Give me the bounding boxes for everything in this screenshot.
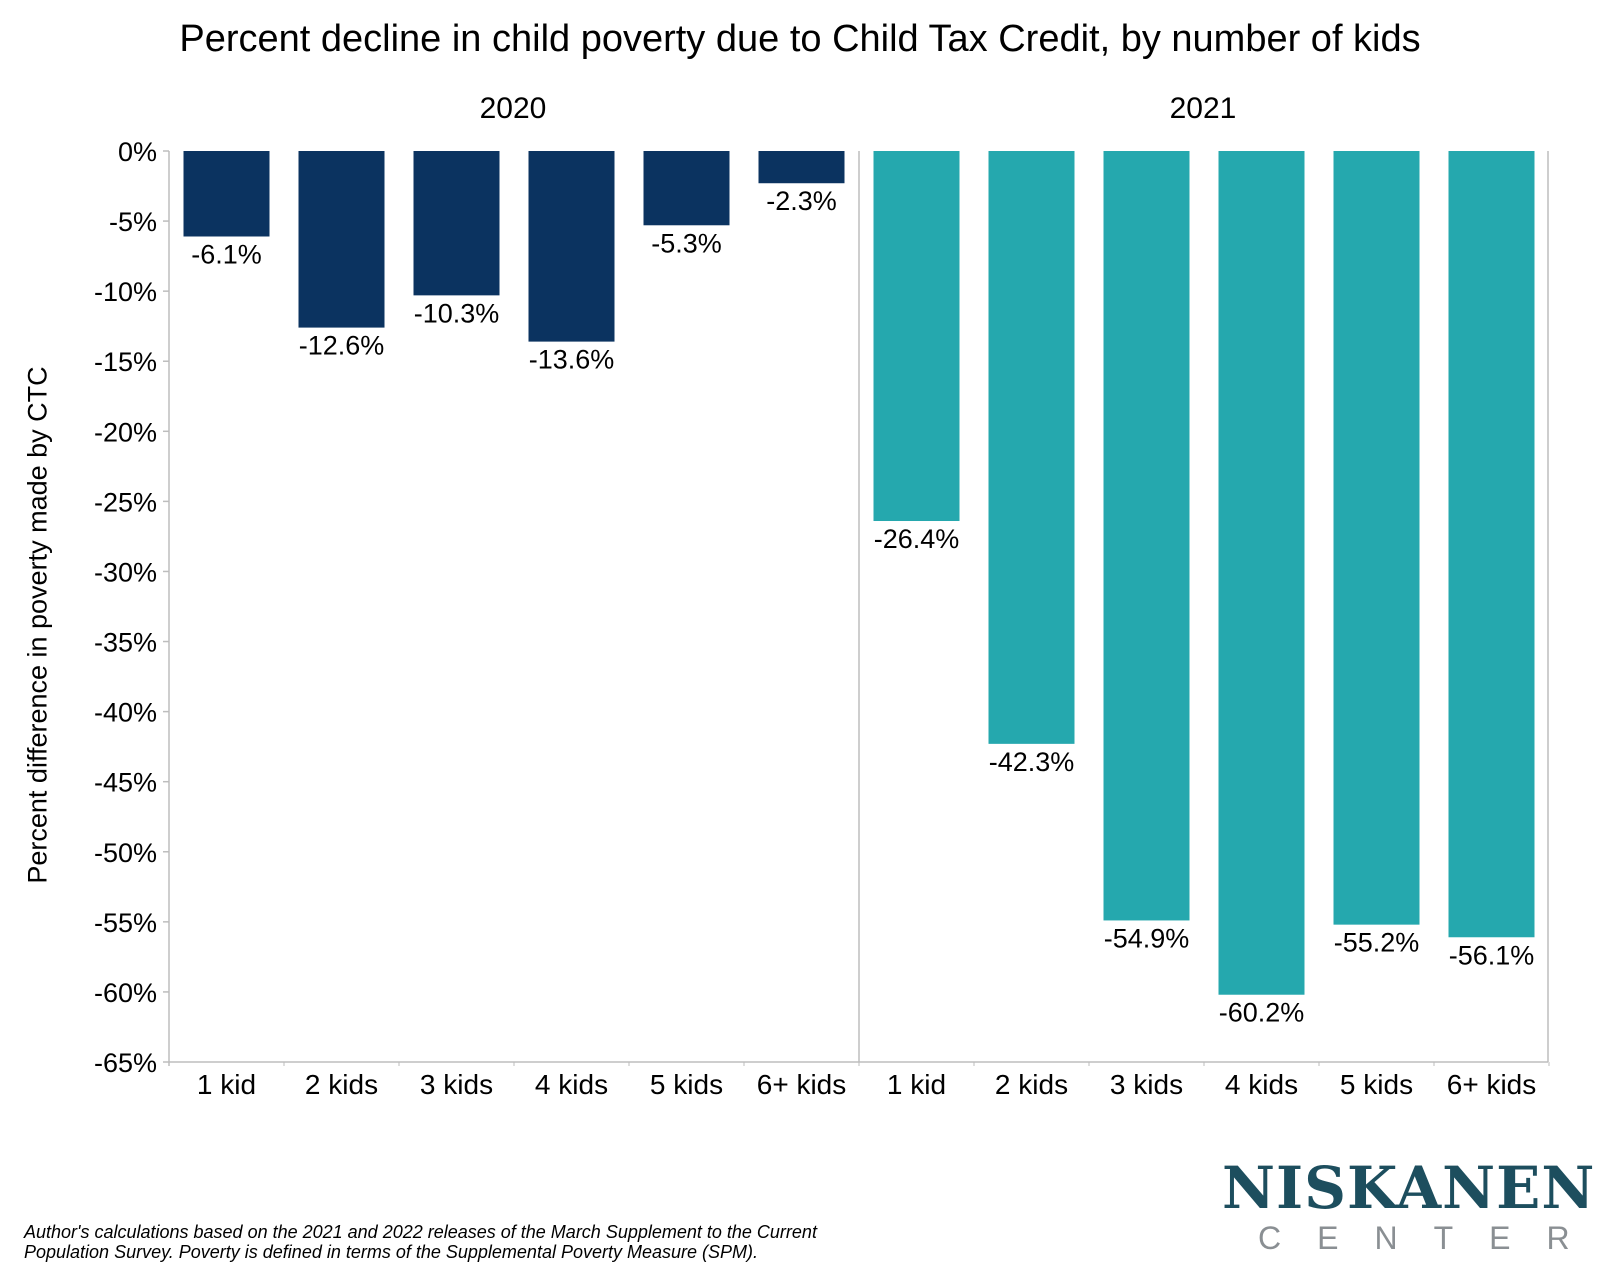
logo-wordmark-bottom: CENTER — [1258, 1220, 1600, 1256]
footnote-line-1: Author's calculations based on the 2021 … — [24, 1222, 817, 1242]
bar-2021-5 — [1448, 151, 1535, 938]
data-label: -6.1% — [191, 239, 262, 269]
bar-2020-1 — [298, 151, 385, 328]
y-tick-label: -5% — [109, 207, 157, 237]
bar-2021-1 — [988, 151, 1075, 744]
y-tick-label: 0% — [118, 137, 157, 167]
bar-2020-3 — [528, 151, 615, 342]
x-tick-label: 5 kids — [1340, 1069, 1413, 1100]
y-tick-label: -50% — [94, 838, 157, 868]
panel-title-2020: 2020 — [479, 92, 547, 125]
x-tick-label: 1 kid — [197, 1069, 256, 1100]
x-tick-label: 4 kids — [535, 1069, 608, 1100]
data-label: -60.2% — [1219, 998, 1305, 1028]
x-tick-label: 5 kids — [650, 1069, 723, 1100]
niskanen-logo: NISKANEN CENTER — [1222, 1154, 1600, 1258]
data-label: -10.3% — [414, 298, 500, 328]
y-tick-label: -55% — [94, 908, 157, 938]
x-tick-label: 3 kids — [1110, 1069, 1183, 1100]
data-label: -42.3% — [989, 747, 1075, 777]
x-tick-label: 6+ kids — [757, 1069, 847, 1100]
bar-2020-0 — [183, 151, 270, 237]
bar-2020-5 — [758, 151, 845, 184]
y-tick-label: -25% — [94, 487, 157, 517]
x-tick-label: 2 kids — [305, 1069, 378, 1100]
data-label: -13.6% — [529, 345, 615, 375]
y-tick-label: -65% — [94, 1048, 157, 1078]
x-tick-label: 4 kids — [1225, 1069, 1298, 1100]
x-tick-label: 2 kids — [995, 1069, 1068, 1100]
data-label: -26.4% — [874, 524, 960, 554]
panel-title-2021: 2021 — [1169, 92, 1237, 125]
footnote: Author's calculations based on the 2021 … — [24, 1222, 984, 1262]
bar-2021-4 — [1333, 151, 1420, 925]
bar-2020-4 — [643, 151, 730, 226]
data-label: -54.9% — [1104, 923, 1190, 953]
x-tick-label: 1 kid — [887, 1069, 946, 1100]
data-label: -55.2% — [1334, 928, 1420, 958]
bar-2020-2 — [413, 151, 500, 296]
data-label: -56.1% — [1449, 940, 1535, 970]
logo-wordmark-top: NISKANEN — [1222, 1154, 1596, 1222]
bar-chart: 0% -5% -10% -15% -20% -25% -30% -35% -40% -45% -50… — [94, 137, 1550, 1100]
y-tick-label: -45% — [94, 768, 157, 798]
bar-2021-0 — [873, 151, 960, 522]
data-label: -12.6% — [299, 331, 385, 361]
y-tick-label: -30% — [94, 557, 157, 587]
chart-title: Percent decline in child poverty due to … — [179, 18, 1421, 60]
bar-2021-2 — [1103, 151, 1190, 921]
data-label: -2.3% — [766, 186, 837, 216]
y-tick-label: -35% — [94, 628, 157, 658]
data-label: -5.3% — [651, 228, 722, 258]
x-tick-label: 3 kids — [420, 1069, 493, 1100]
bar-2021-3 — [1218, 151, 1305, 995]
y-tick-label: -60% — [94, 978, 157, 1008]
x-tick-label: 6+ kids — [1447, 1069, 1537, 1100]
y-tick-label: -40% — [94, 698, 157, 728]
y-tick-label: -10% — [94, 277, 157, 307]
y-tick-label: -15% — [94, 347, 157, 377]
footnote-line-2: Population Survey. Poverty is defined in… — [24, 1242, 759, 1262]
y-tick-label: -20% — [94, 417, 157, 447]
